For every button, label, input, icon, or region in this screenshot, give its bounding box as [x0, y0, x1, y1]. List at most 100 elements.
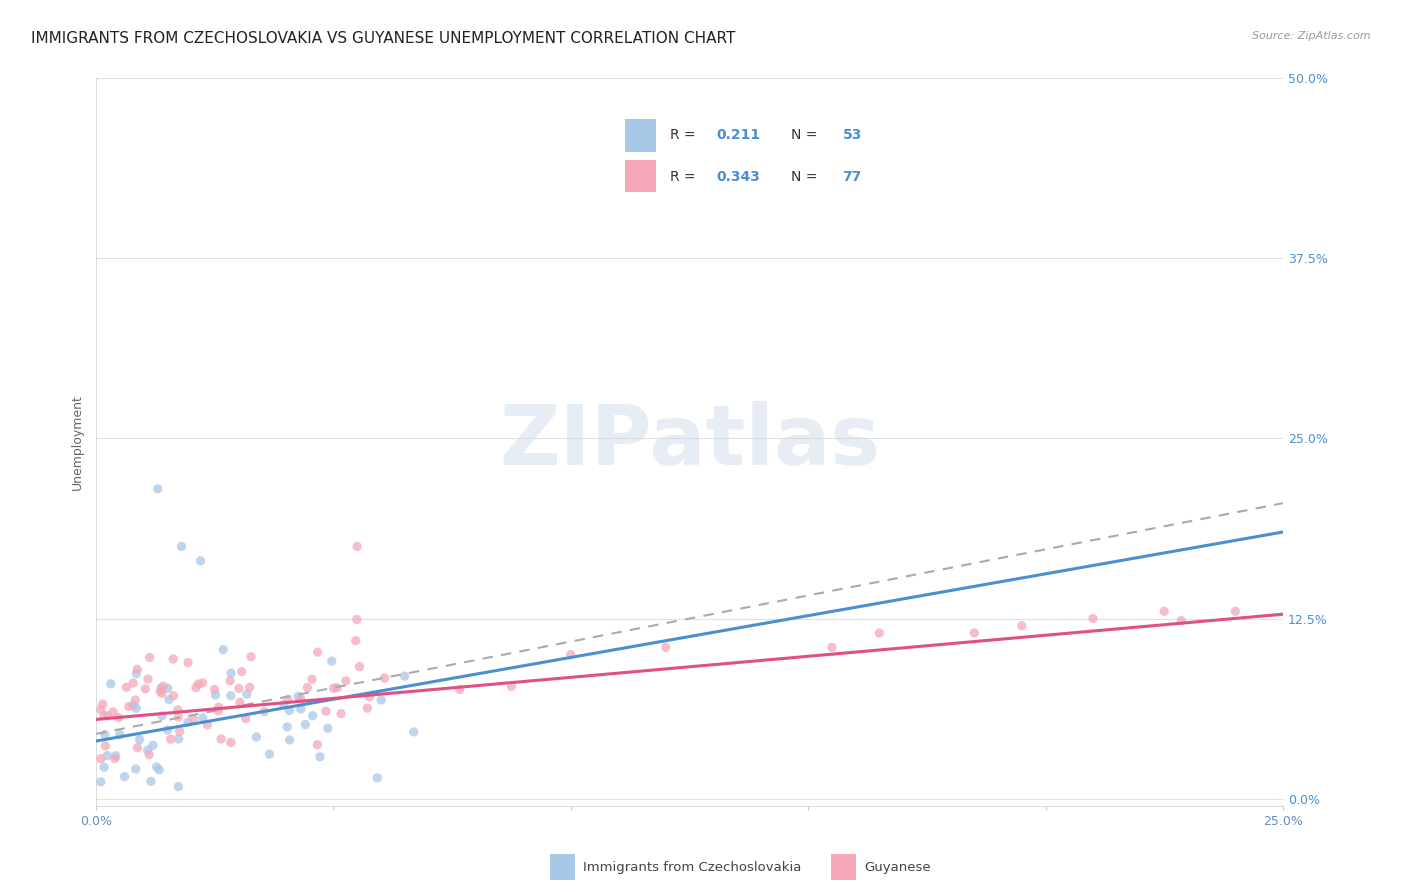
- Point: [654, 640, 676, 655]
- Point: [219, 735, 242, 749]
- Point: [307, 738, 329, 752]
- Point: [370, 693, 392, 707]
- Point: [190, 554, 212, 568]
- Point: [209, 731, 232, 746]
- Point: [204, 682, 226, 697]
- Point: [309, 750, 332, 764]
- Point: [150, 708, 173, 723]
- Point: [100, 677, 122, 691]
- Point: [228, 681, 250, 696]
- Point: [394, 669, 416, 683]
- Point: [159, 732, 181, 747]
- Point: [148, 763, 170, 777]
- Text: ZIPatlas: ZIPatlas: [499, 401, 880, 483]
- Point: [868, 626, 890, 640]
- Point: [326, 681, 349, 695]
- Point: [821, 640, 844, 655]
- Point: [278, 704, 301, 718]
- Point: [449, 682, 471, 697]
- Point: [136, 743, 159, 757]
- Point: [207, 704, 229, 718]
- Point: [157, 692, 180, 706]
- Point: [290, 691, 312, 706]
- Point: [187, 677, 209, 691]
- Point: [96, 748, 118, 763]
- Point: [253, 705, 276, 719]
- Point: [184, 681, 207, 695]
- Point: [297, 681, 319, 695]
- Point: [104, 748, 127, 763]
- Point: [93, 708, 115, 723]
- Point: [219, 689, 242, 703]
- Point: [631, 128, 654, 143]
- Point: [118, 699, 141, 714]
- Text: 77: 77: [842, 170, 862, 184]
- Point: [145, 760, 167, 774]
- Point: [94, 727, 117, 741]
- Point: [321, 654, 343, 668]
- Point: [183, 712, 205, 726]
- Point: [316, 721, 339, 735]
- Point: [125, 701, 148, 715]
- Text: IMMIGRANTS FROM CZECHOSLOVAKIA VS GUYANESE UNEMPLOYMENT CORRELATION CHART: IMMIGRANTS FROM CZECHOSLOVAKIA VS GUYANE…: [31, 31, 735, 46]
- Point: [122, 676, 145, 690]
- Text: Source: ZipAtlas.com: Source: ZipAtlas.com: [1253, 31, 1371, 41]
- Point: [1153, 604, 1175, 618]
- Text: N =: N =: [790, 170, 821, 184]
- Point: [963, 626, 986, 640]
- Point: [177, 656, 200, 670]
- Point: [1081, 611, 1104, 625]
- Point: [107, 710, 129, 724]
- Point: [134, 681, 156, 696]
- Point: [91, 697, 114, 711]
- Text: R =: R =: [671, 128, 700, 143]
- Y-axis label: Unemployment: Unemployment: [72, 394, 84, 490]
- Point: [235, 712, 257, 726]
- Point: [108, 728, 131, 742]
- Text: Guyanese: Guyanese: [865, 861, 931, 873]
- Bar: [626, 160, 657, 192]
- Point: [124, 693, 146, 707]
- Point: [335, 673, 357, 688]
- Point: [374, 671, 396, 685]
- Point: [212, 642, 235, 657]
- Point: [239, 681, 262, 695]
- Point: [167, 780, 190, 794]
- Point: [122, 698, 145, 713]
- Point: [152, 679, 174, 693]
- Text: N =: N =: [790, 128, 821, 143]
- Point: [322, 681, 344, 695]
- Point: [236, 687, 259, 701]
- Point: [156, 681, 179, 696]
- Point: [127, 662, 149, 676]
- Point: [104, 751, 127, 765]
- Text: 0.211: 0.211: [717, 128, 761, 143]
- Point: [162, 652, 184, 666]
- Point: [125, 666, 148, 681]
- Point: [191, 676, 214, 690]
- Point: [278, 733, 301, 747]
- Point: [128, 732, 150, 747]
- Point: [245, 730, 267, 744]
- Point: [290, 702, 312, 716]
- Point: [170, 540, 193, 554]
- Point: [240, 649, 263, 664]
- Point: [315, 704, 337, 718]
- Point: [167, 731, 190, 746]
- Point: [259, 747, 281, 761]
- Point: [359, 690, 381, 704]
- Point: [101, 705, 124, 719]
- Point: [301, 708, 323, 723]
- Text: Immigrants from Czechoslovakia: Immigrants from Czechoslovakia: [583, 861, 801, 873]
- Point: [167, 710, 190, 724]
- Point: [273, 698, 295, 712]
- Point: [301, 672, 323, 686]
- Point: [346, 612, 368, 626]
- Point: [162, 689, 184, 703]
- Text: R =: R =: [671, 170, 700, 184]
- Point: [294, 717, 316, 731]
- Point: [204, 688, 226, 702]
- Point: [366, 771, 388, 785]
- Point: [207, 700, 229, 714]
- Point: [139, 774, 162, 789]
